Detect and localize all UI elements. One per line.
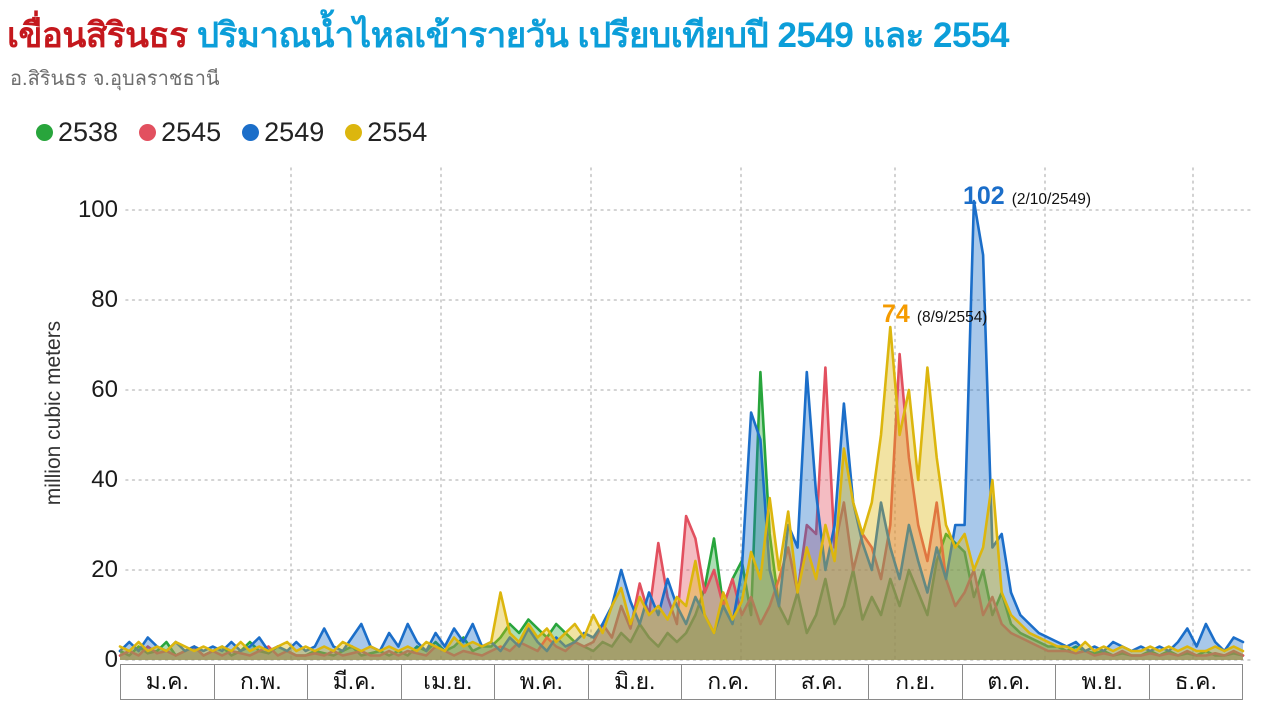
legend-dot-icon (36, 124, 53, 141)
month-cell-12: ธ.ค. (1148, 665, 1242, 699)
legend-label: 2549 (264, 117, 325, 147)
month-cell-5: พ.ค. (494, 665, 588, 699)
month-cell-11: พ.ย. (1055, 665, 1149, 699)
y-tick-label-60: 60 (91, 376, 118, 403)
y-tick-label-80: 80 (91, 286, 118, 313)
peak-value: 102 (963, 182, 1005, 210)
month-cell-9: ก.ย. (868, 665, 962, 699)
peak-date: (2/10/2549) (1011, 191, 1091, 208)
peak-value: 74 (882, 300, 910, 328)
page-subtitle: อ.สิรินธร จ.อุบลราชธานี (10, 68, 220, 90)
gridlines (125, 167, 1251, 661)
legend-dot-icon (345, 124, 363, 141)
month-cell-8: ส.ค. (774, 665, 868, 699)
series-2549-line (118, 199, 1245, 653)
y-tick-label-40: 40 (91, 466, 118, 493)
legend-dot-icon (242, 124, 260, 141)
month-cell-10: ต.ค. (961, 665, 1055, 699)
y-tick-label-20: 20 (91, 556, 118, 583)
x-axis-month-row: ม.ค. ก.พ. มี.ค. เม.ย. พ.ค. มิ.ย. ก.ค. ส.ค. ก.ย. ต… (120, 664, 1243, 700)
legend-dot-icon (139, 124, 157, 141)
series-2538-area (120, 372, 1243, 660)
peak-annotation-102: 102 (2/10/2549) (963, 182, 1091, 211)
series-2549-area (120, 201, 1243, 660)
series-2549 (118, 199, 1245, 660)
peak-date: (8/9/2554) (916, 309, 988, 326)
legend-item-2549: 2549 (242, 117, 324, 148)
title-description: ปริมาณน้ำไหลเข้ารายวัน เปรียบเทียบปี 254… (187, 16, 1010, 55)
month-cell-7: ก.ค. (681, 665, 775, 699)
series-2554 (118, 325, 1245, 660)
month-cell-3: มี.ค. (307, 665, 401, 699)
chart-legend: 2538 2545 2549 2554 (36, 117, 427, 148)
y-tick-label-0: 0 (104, 646, 118, 673)
series-2545 (118, 352, 1245, 660)
month-cell-6: มิ.ย. (587, 665, 681, 699)
series-2545-area (120, 354, 1243, 660)
month-cell-4: เม.ย. (400, 665, 494, 699)
legend-label: 2554 (367, 117, 428, 147)
month-cell-2: ก.พ. (213, 665, 307, 699)
legend-label: 2538 (58, 117, 119, 147)
peak-annotation-74: 74 (8/9/2554) (882, 300, 987, 329)
series-2554-line (118, 325, 1245, 653)
legend-item-2538: 2538 (36, 117, 118, 148)
page-title: เขื่อนสิรินธร ปริมาณน้ำไหลเข้ารายวัน เปร… (7, 8, 1009, 63)
title-dam-name: เขื่อนสิรินธร (7, 16, 188, 55)
legend-label: 2545 (161, 117, 222, 147)
legend-item-2545: 2545 (139, 117, 221, 148)
series-2545-line (118, 352, 1245, 657)
legend-item-2554: 2554 (345, 117, 427, 148)
series-2554-area (120, 327, 1243, 660)
month-cell-1: ม.ค. (120, 665, 214, 699)
y-tick-label-100: 100 (77, 196, 118, 223)
